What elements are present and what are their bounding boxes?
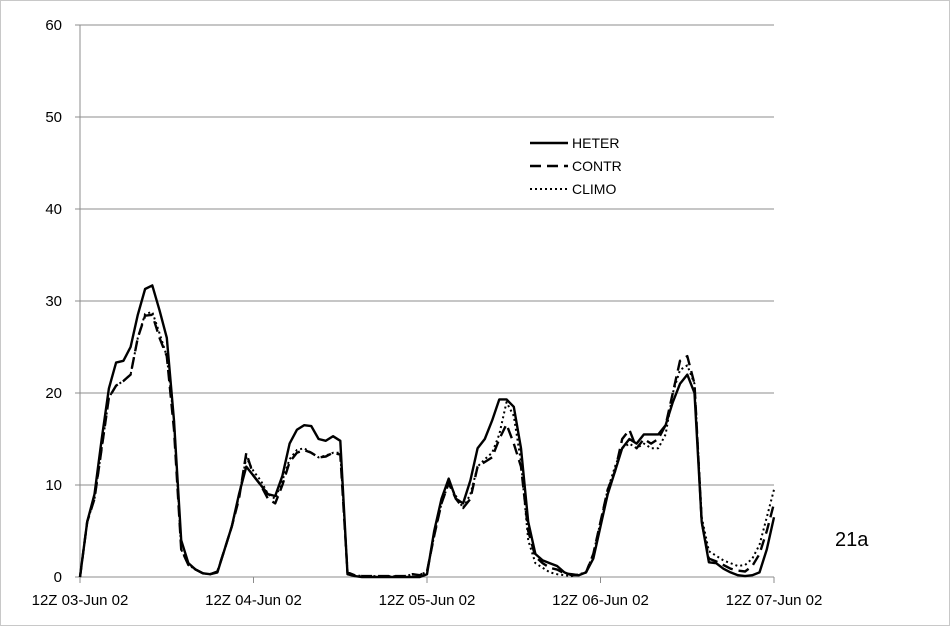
y-tick-label: 50: [45, 109, 62, 126]
series-line-contr: [78, 313, 776, 578]
x-tick-label: 12Z 03-Jun 02: [32, 592, 129, 609]
axes: [75, 24, 775, 583]
y-tick-label: 20: [45, 385, 62, 402]
series-line-climo: [79, 311, 775, 578]
y-tick-label: 10: [45, 477, 62, 494]
y-tick-label: 60: [45, 17, 62, 34]
x-tick-label: 12Z 07-Jun 02: [726, 592, 823, 609]
x-tick-label: 12Z 04-Jun 02: [205, 592, 302, 609]
y-tick-label: 0: [54, 569, 62, 586]
legend-label-heter: HETER: [572, 135, 619, 151]
x-tick-label: 12Z 06-Jun 02: [552, 592, 649, 609]
series-line-heter: [78, 284, 776, 579]
series-lines: [78, 284, 776, 579]
y-tick-label: 40: [45, 201, 62, 218]
y-tick-labels: 0 10 20 30 40 50 60: [45, 17, 62, 586]
legend-label-contr: CONTR: [572, 158, 622, 174]
legend-label-climo: CLIMO: [572, 181, 616, 197]
gridlines: [80, 24, 774, 486]
legend: HETER CONTR CLIMO: [530, 135, 622, 197]
x-tick-labels: 12Z 03-Jun 02 12Z 04-Jun 02 12Z 05-Jun 02 1…: [32, 592, 823, 609]
y-tick-label: 30: [45, 293, 62, 310]
panel-annotation: 21a: [835, 529, 869, 551]
x-tick-label: 12Z 05-Jun 02: [379, 592, 476, 609]
